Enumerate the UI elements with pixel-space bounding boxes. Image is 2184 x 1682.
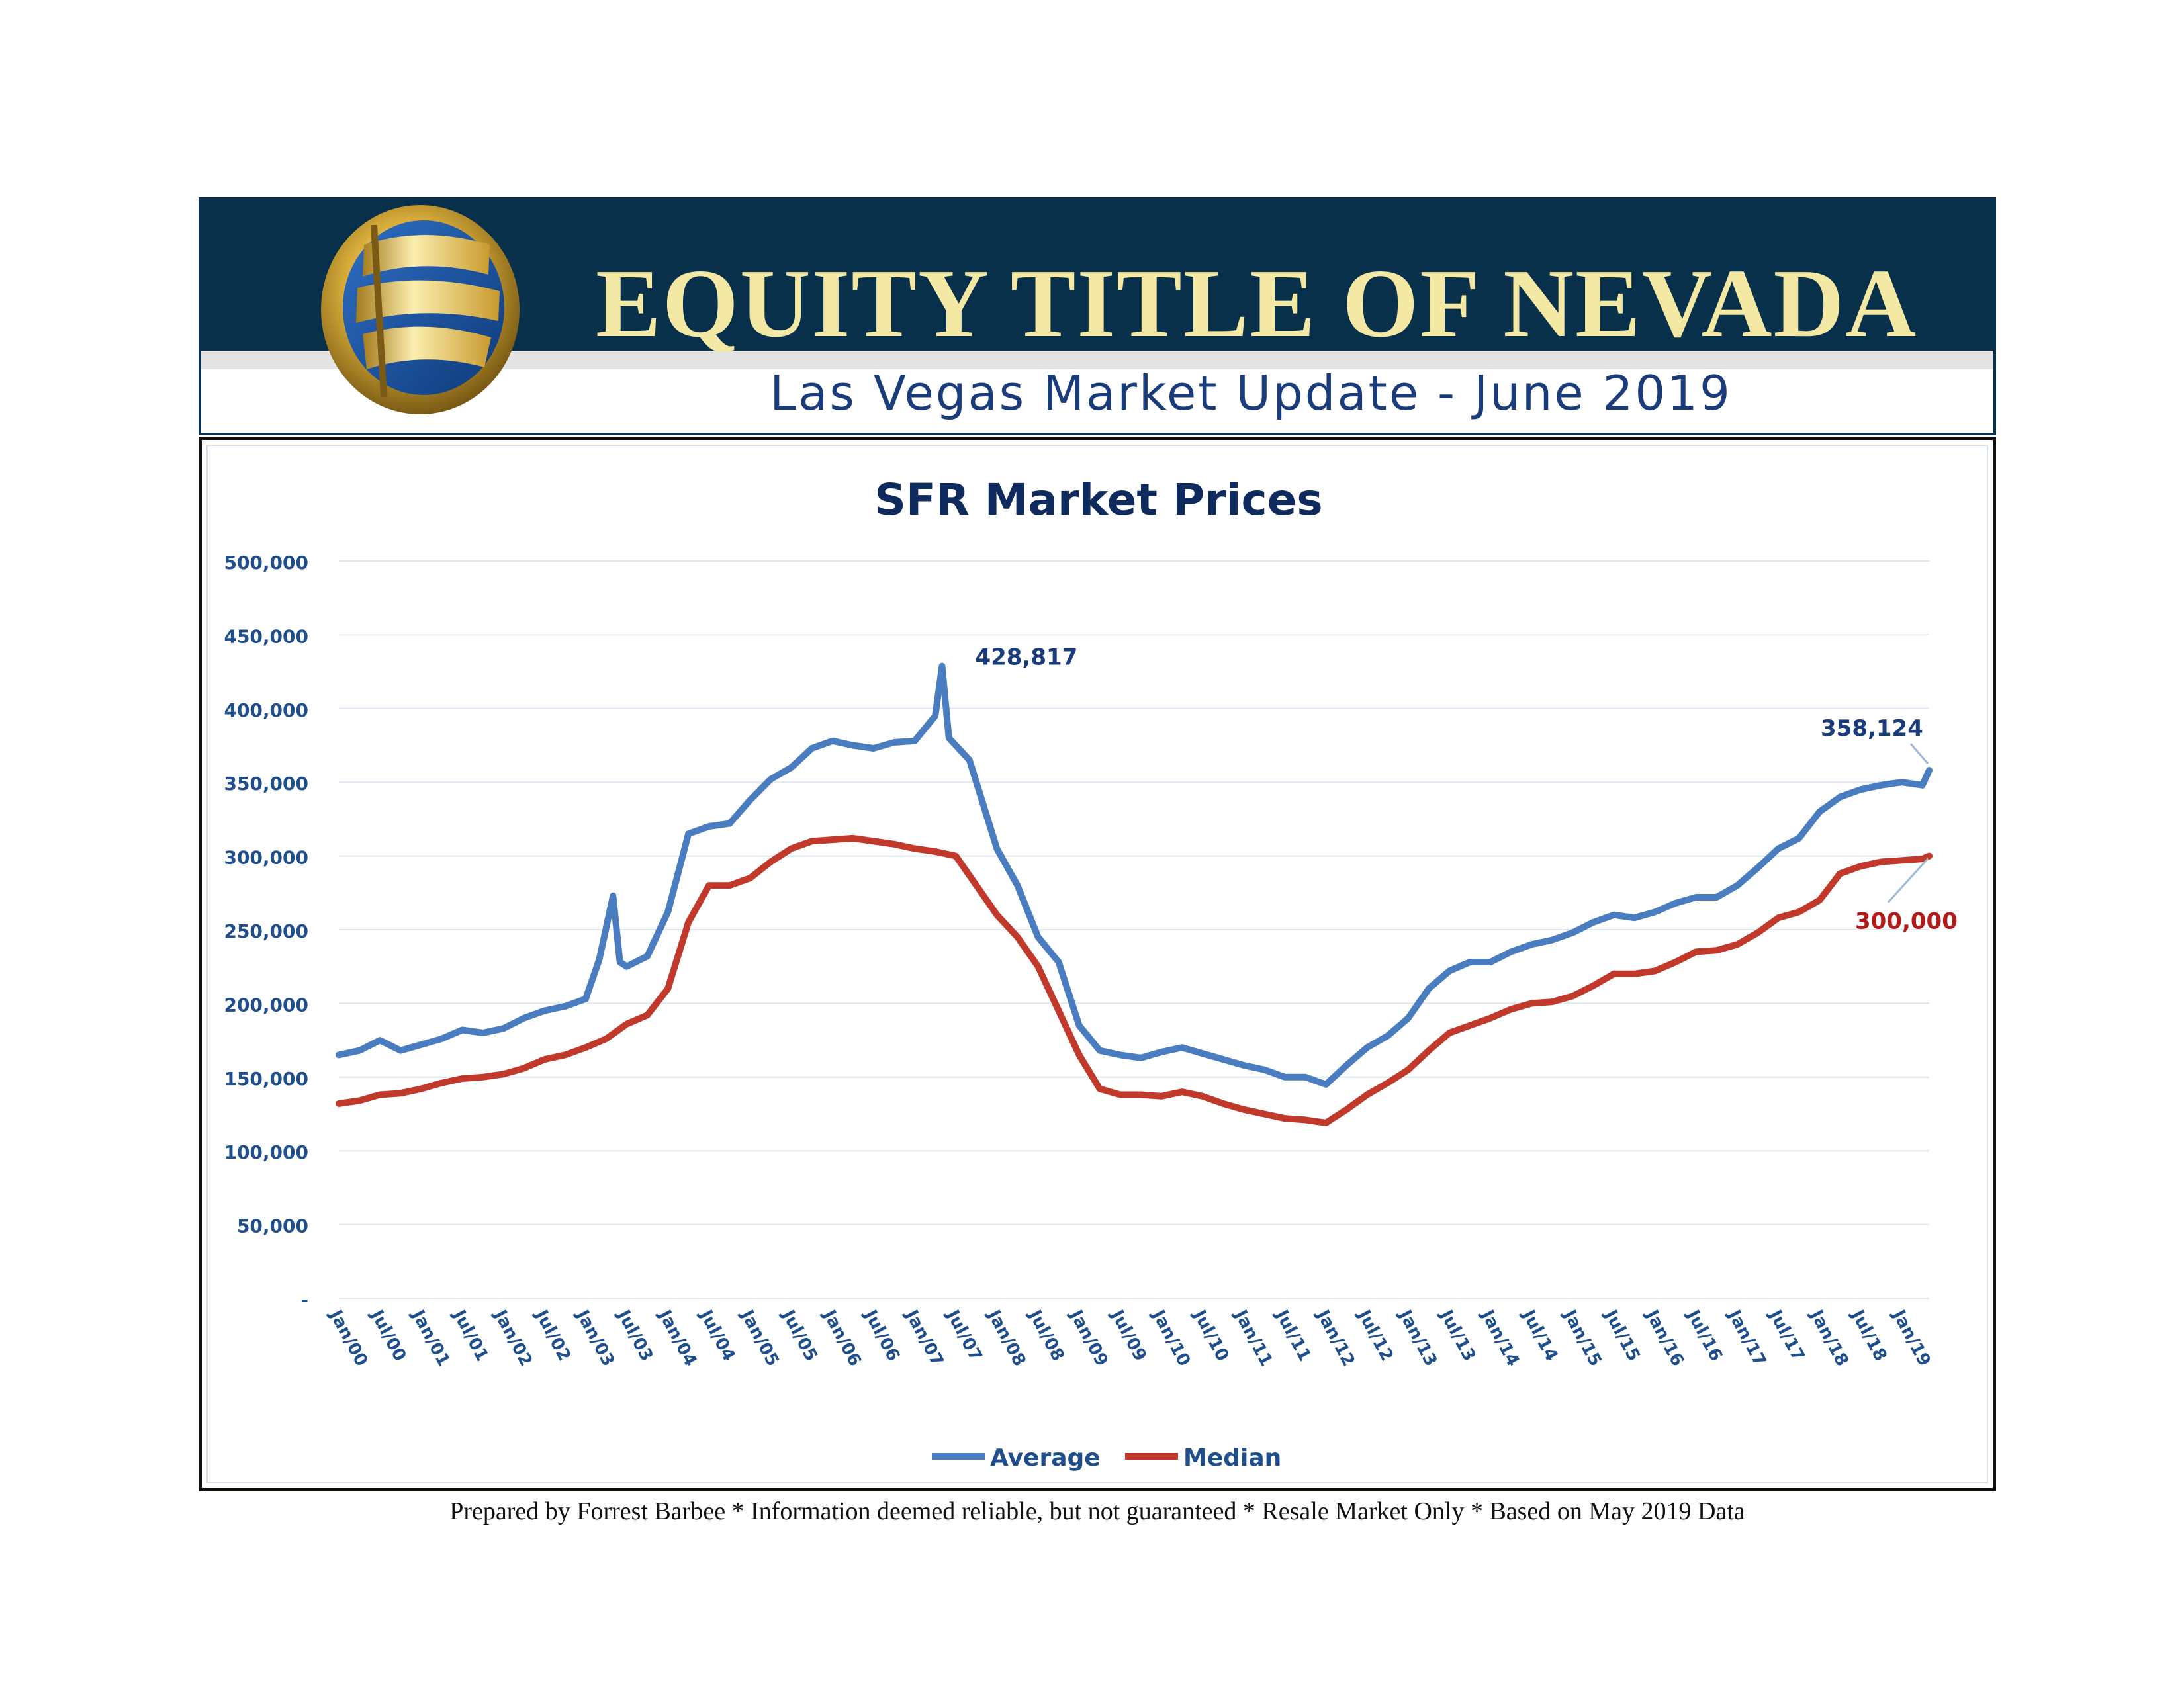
x-tick-label: Jan/13 (1394, 1306, 1441, 1370)
legend: Average Median (932, 1444, 1281, 1472)
callout-leader (1909, 743, 1929, 765)
chart-frame (199, 437, 1996, 1491)
x-tick-label: Jul/13 (1435, 1306, 1479, 1364)
x-tick-label: Jan/00 (325, 1306, 371, 1370)
callout-leader (1887, 858, 1929, 903)
x-tick-label: Jul/04 (695, 1306, 739, 1364)
x-tick-label: Jul/16 (1682, 1306, 1726, 1364)
x-tick-label: Jan/02 (489, 1306, 535, 1370)
series-lines (336, 662, 1933, 1126)
y-tick-label: 150,000 (224, 1068, 308, 1090)
x-tick-label: Jan/07 (901, 1306, 947, 1370)
x-tick-label: Jan/03 (572, 1306, 618, 1370)
x-tick-label: Jan/06 (819, 1306, 865, 1370)
company-title: EQUITY TITLE OF NEVADA (596, 249, 1918, 358)
x-tick-label: Jul/01 (448, 1306, 492, 1364)
company-logo (321, 205, 520, 414)
y-tick-label: 350,000 (224, 773, 308, 795)
x-tick-label: Jan/04 (654, 1306, 700, 1370)
callout-label: 300,000 (1855, 908, 1958, 935)
x-tick-label: Jan/10 (1148, 1306, 1194, 1370)
x-tick-label: Jan/09 (1066, 1306, 1112, 1370)
gridlines (339, 560, 1929, 1299)
x-tick-label: Jul/09 (1107, 1306, 1150, 1364)
y-tick-label: 100,000 (224, 1141, 308, 1163)
x-tick-label: Jan/05 (736, 1306, 782, 1370)
x-tick-label: Jul/00 (366, 1306, 410, 1364)
chart-title: SFR Market Prices (874, 474, 1322, 525)
x-tick-label: Jul/11 (1271, 1306, 1314, 1364)
x-tick-label: Jul/05 (777, 1306, 821, 1364)
chart-inner-border (206, 445, 1988, 1483)
x-tick-label: Jul/15 (1600, 1306, 1643, 1364)
x-tick-label: Jul/14 (1518, 1306, 1561, 1364)
x-axis-ticks: Jan/00Jul/00Jan/01Jul/01Jan/02Jul/02Jan/… (325, 1306, 1934, 1370)
x-tick-label: Jan/15 (1559, 1306, 1605, 1370)
y-tick-label: 300,000 (224, 847, 308, 869)
x-tick-label: Jul/07 (942, 1306, 985, 1364)
x-tick-label: Jan/12 (1312, 1306, 1358, 1370)
data-callouts: 428,817 358,124 300,000 (975, 644, 1957, 935)
x-tick-label: Jul/17 (1764, 1306, 1808, 1364)
y-tick-label: 400,000 (224, 699, 308, 721)
x-tick-label: Jan/01 (407, 1306, 453, 1370)
x-tick-label: Jan/16 (1641, 1306, 1688, 1370)
x-tick-label: Jan/19 (1888, 1306, 1934, 1370)
y-tick-label: 250,000 (224, 920, 308, 942)
x-tick-label: Jan/18 (1805, 1306, 1852, 1370)
y-tick-label: - (300, 1289, 308, 1311)
y-axis-ticks: - 50,000 100,000 150,000 200,000 250,000 300,0… (224, 552, 308, 1311)
x-tick-label: Jul/12 (1353, 1306, 1397, 1364)
legend-median-label: Median (1183, 1444, 1281, 1472)
x-tick-label: Jul/08 (1024, 1306, 1068, 1364)
series-line-average (336, 662, 1933, 1088)
x-tick-label: Jan/11 (1230, 1306, 1276, 1370)
x-tick-label: Jan/14 (1477, 1306, 1523, 1370)
y-tick-label: 450,000 (224, 625, 308, 647)
callout-label: 428,817 (975, 644, 1077, 671)
y-tick-label: 500,000 (224, 552, 308, 574)
x-tick-label: Jan/17 (1723, 1306, 1770, 1370)
x-tick-label: Jul/10 (1189, 1306, 1232, 1364)
x-tick-label: Jul/18 (1846, 1306, 1890, 1364)
market-update-title: Las Vegas Market Update - June 2019 (770, 365, 1732, 421)
callout-label: 358,124 (1821, 715, 1923, 742)
series-line-median (336, 834, 1933, 1126)
footer-disclaimer: Prepared by Forrest Barbee * Information… (449, 1497, 1745, 1525)
legend-average-label: Average (990, 1444, 1101, 1472)
y-tick-label: 200,000 (224, 994, 308, 1016)
x-tick-label: Jan/08 (983, 1306, 1029, 1370)
x-tick-label: Jul/06 (860, 1306, 903, 1364)
x-tick-label: Jul/02 (531, 1306, 574, 1364)
y-tick-label: 50,000 (237, 1216, 308, 1237)
x-tick-label: Jul/03 (613, 1306, 657, 1364)
